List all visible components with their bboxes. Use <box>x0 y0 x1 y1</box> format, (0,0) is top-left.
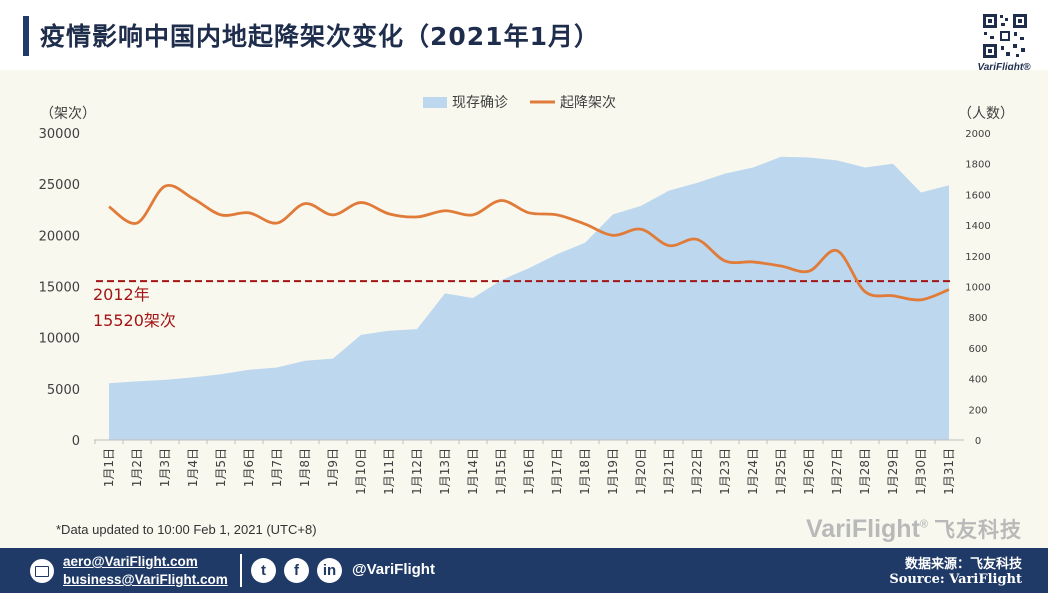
email-link-aero[interactable]: aero@VariFlight.com <box>63 554 198 569</box>
x-tick-label: 1月7日 <box>270 448 284 487</box>
x-tick-label: 1月3日 <box>158 448 172 487</box>
x-tick-label: 1月19日 <box>606 448 620 495</box>
legend-swatch-confirmed <box>423 97 447 108</box>
title-accent-bar <box>23 16 29 56</box>
x-tick-label: 1月6日 <box>242 448 256 487</box>
right-tick-label: 1200 <box>965 252 990 263</box>
legend-label-confirmed: 现存确诊 <box>452 95 508 111</box>
x-tick-label: 1月13日 <box>438 448 452 495</box>
right-tick-label: 400 <box>968 375 987 386</box>
x-tick-label: 1月17日 <box>550 448 564 495</box>
x-tick-label: 1月12日 <box>410 448 424 495</box>
x-tick-label: 1月15日 <box>494 448 508 495</box>
x-tick-label: 1月9日 <box>326 448 340 487</box>
x-tick-label: 1月4日 <box>186 448 200 487</box>
right-tick-label: 1400 <box>965 221 990 232</box>
right-tick-label: 1800 <box>965 160 990 171</box>
x-tick-label: 1月23日 <box>718 448 732 495</box>
x-tick-label: 1月21日 <box>662 448 676 495</box>
header: 疫情影响中国内地起降架次变化（2021年1月） VariFlight® <box>0 0 1048 73</box>
variflight-logo: VariFlight® <box>977 62 1031 73</box>
left-tick-label: 0 <box>72 434 80 449</box>
legend: 现存确诊 起降架次 <box>423 95 616 111</box>
x-tick-label: 1月10日 <box>354 448 368 495</box>
facebook-icon[interactable]: f <box>284 558 309 583</box>
x-tick-label: 1月30日 <box>914 448 928 495</box>
watermark-brand: VariFlight <box>806 515 920 543</box>
right-tick-label: 0 <box>975 436 981 447</box>
x-tick-label: 1月25日 <box>774 448 788 495</box>
x-tick-label: 1月8日 <box>298 448 312 487</box>
left-tick-label: 5000 <box>47 383 80 398</box>
watermark-reg: ® <box>919 518 929 531</box>
right-tick-label: 600 <box>968 344 987 355</box>
legend-label-flights: 起降架次 <box>560 95 616 111</box>
left-tick-label: 25000 <box>39 178 80 193</box>
email-link-business[interactable]: business@VariFlight.com <box>63 572 228 587</box>
x-tick-label: 1月20日 <box>634 448 648 495</box>
x-tick-label: 1月26日 <box>802 448 816 495</box>
x-tick-label: 1月24日 <box>746 448 760 495</box>
variflight-watermark: VariFlight® 飞友科技 <box>806 514 1022 544</box>
right-tick-label: 1600 <box>965 190 990 201</box>
x-tick-label: 1月14日 <box>466 448 480 495</box>
left-tick-label: 15000 <box>39 281 80 296</box>
qr-code-icon <box>981 12 1029 60</box>
source-en: Source: VariFlight <box>889 572 1022 587</box>
page-title: 疫情影响中国内地起降架次变化（2021年1月） <box>40 22 600 51</box>
right-tick-label: 1000 <box>965 283 990 294</box>
watermark-cn: 飞友科技 <box>934 518 1023 542</box>
footer: aero@VariFlight.com business@VariFlight.… <box>0 548 1048 593</box>
left-tick-label: 20000 <box>39 229 80 244</box>
left-tick-label: 10000 <box>39 332 80 347</box>
right-axis-label: （人数） <box>958 106 1014 122</box>
source-cn: 数据来源：飞友科技 <box>904 557 1022 572</box>
right-tick-label: 200 <box>968 405 987 416</box>
x-tick-label: 1月11日 <box>382 448 396 495</box>
x-tick-label: 1月16日 <box>522 448 536 495</box>
left-tick-label: 30000 <box>39 127 80 142</box>
x-tick-label: 1月5日 <box>214 448 228 487</box>
right-tick-label: 800 <box>968 313 987 324</box>
social-handle[interactable]: @VariFlight <box>352 561 435 578</box>
mail-icon[interactable] <box>30 559 54 583</box>
left-axis-label: （架次） <box>40 106 96 122</box>
linkedin-icon[interactable]: in <box>317 558 342 583</box>
chart: 现存确诊 起降架次 （架次） （人数） 30000250002000015000… <box>39 95 1014 495</box>
x-tick-label: 1月28日 <box>858 448 872 495</box>
x-tick-label: 1月31日 <box>942 448 956 495</box>
x-tick-label: 1月18日 <box>578 448 592 495</box>
footer-divider <box>240 554 242 587</box>
confirmed-cases-area <box>109 156 949 440</box>
x-tick-label: 1月29日 <box>886 448 900 495</box>
x-tick-label: 1月2日 <box>130 448 144 487</box>
footnote: *Data updated to 10:00 Feb 1, 2021 (UTC+… <box>56 522 317 537</box>
right-tick-label: 2000 <box>965 129 990 140</box>
x-tick-label: 1月1日 <box>102 448 116 487</box>
reference-label-year: 2012年 <box>93 285 150 304</box>
reference-label-value: 15520架次 <box>93 311 176 330</box>
twitter-icon[interactable]: t <box>251 558 276 583</box>
x-tick-label: 1月22日 <box>690 448 704 495</box>
x-tick-label: 1月27日 <box>830 448 844 495</box>
